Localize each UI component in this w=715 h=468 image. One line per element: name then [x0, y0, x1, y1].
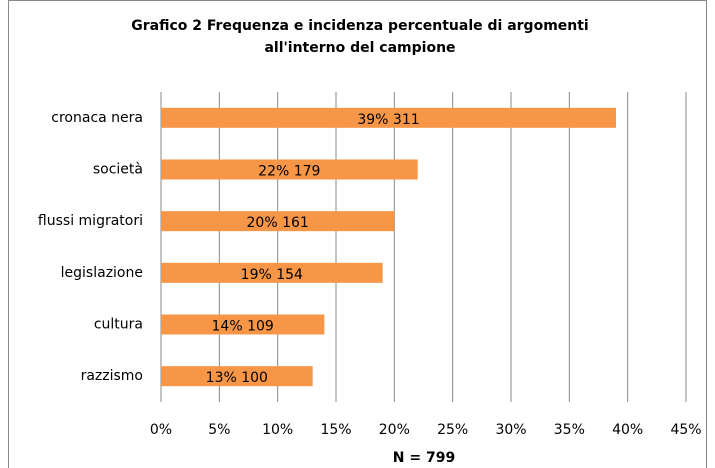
- bar: [161, 211, 395, 232]
- bar: [161, 107, 616, 128]
- data-label: 39% 311: [357, 112, 419, 128]
- bar: [161, 262, 383, 283]
- y-tick-label: società: [93, 162, 143, 178]
- bar: [161, 159, 418, 180]
- x-tick-label: 0%: [150, 422, 172, 438]
- chart-subtitle: all'interno del campione: [264, 40, 455, 56]
- x-tick-label: 40%: [612, 422, 643, 438]
- data-label: 20% 161: [247, 215, 309, 231]
- x-tick-label: 5%: [208, 422, 230, 438]
- chart-frame: [8, 0, 707, 468]
- x-axis-label: N = 799: [393, 450, 455, 466]
- x-tick-label: 35%: [554, 422, 585, 438]
- data-label: 13% 100: [206, 370, 268, 386]
- y-tick-label: cultura: [94, 317, 143, 333]
- x-tick-label: 25%: [437, 422, 468, 438]
- x-tick-label: 15%: [320, 422, 351, 438]
- x-tick-label: 20%: [379, 422, 410, 438]
- y-tick-label: razzismo: [81, 368, 143, 384]
- bar: [161, 366, 313, 387]
- chart-title: Grafico 2 Frequenza e incidenza percentu…: [131, 18, 588, 34]
- data-label: 19% 154: [241, 267, 303, 283]
- x-tick-label: 45%: [670, 422, 701, 438]
- x-tick-label: 30%: [495, 422, 526, 438]
- data-label: 14% 109: [212, 319, 274, 335]
- bar: [161, 314, 325, 335]
- data-label: 22% 179: [258, 164, 320, 180]
- y-tick-label: legislazione: [61, 265, 143, 281]
- y-tick-label: flussi migratori: [38, 213, 143, 229]
- y-tick-label: cronaca nera: [51, 110, 143, 126]
- x-tick-label: 10%: [262, 422, 293, 438]
